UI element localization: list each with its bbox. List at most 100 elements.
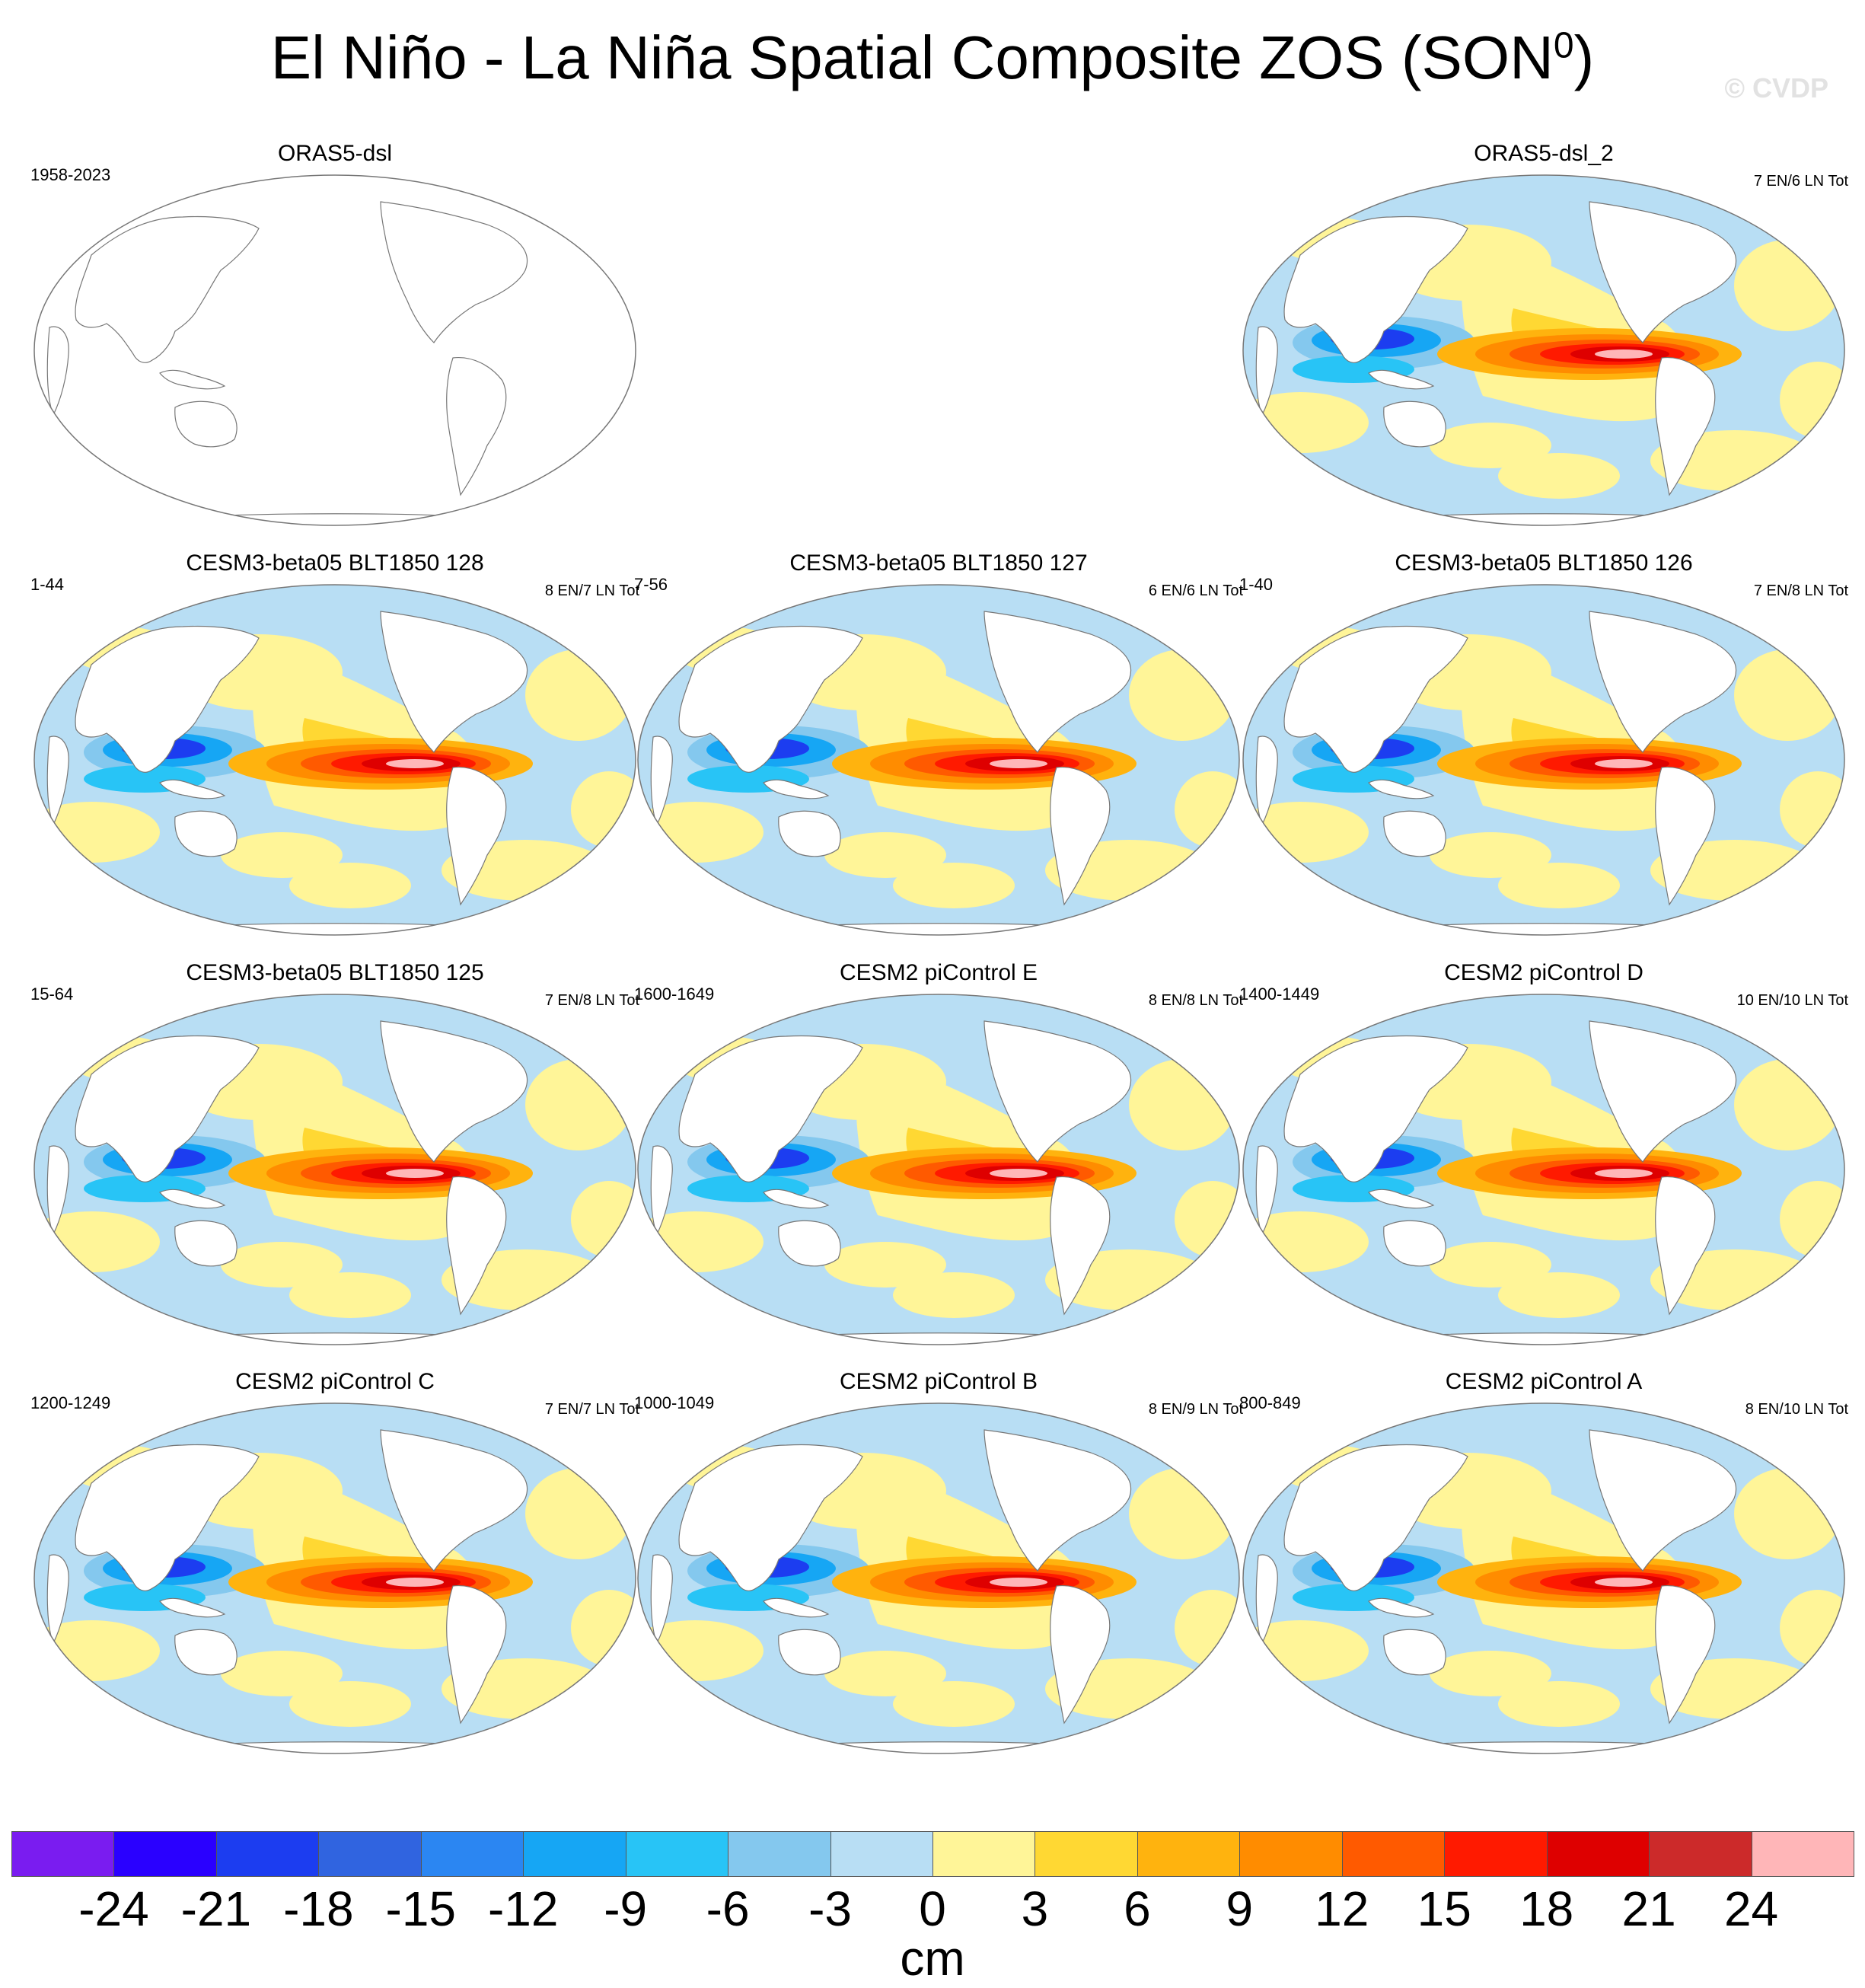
- equatorial-warm-anomaly-contour: [1595, 1169, 1653, 1178]
- land-outline: [678, 625, 863, 773]
- positive-anomaly-patch: [1498, 453, 1620, 499]
- land-outline: [446, 1176, 507, 1316]
- panel-event-count: 10 EN/10 LN Tot: [1736, 992, 1848, 1009]
- land-outline: [1283, 625, 1468, 773]
- land-outline: [1589, 611, 1737, 753]
- land-outline: [1368, 1189, 1435, 1209]
- land-outline: [75, 625, 260, 773]
- land-outline: [1383, 400, 1446, 448]
- land-outline: [159, 1597, 226, 1618]
- panel-event-count: 7 EN/6 LN Tot: [1753, 173, 1848, 190]
- composite-map: [1242, 584, 1845, 936]
- composite-map: [637, 994, 1240, 1345]
- land-outline: [1655, 1176, 1716, 1316]
- colorbar-swatch: [11, 1831, 115, 1877]
- ocean-field: [638, 585, 1239, 935]
- land-outline: [1050, 1584, 1111, 1725]
- positive-anomaly-patch: [1430, 1651, 1551, 1696]
- panel-years: 1-44: [30, 575, 65, 594]
- positive-anomaly-patch: [289, 1681, 411, 1727]
- panel-title: CESM2 piControl B: [839, 1369, 1038, 1394]
- land-outline: [1283, 1035, 1468, 1182]
- ocean-field: [1243, 175, 1844, 525]
- positive-anomaly-patch: [1498, 1681, 1620, 1727]
- panel-years: 1400-1449: [1239, 984, 1320, 1004]
- globe-border: [637, 1402, 1240, 1754]
- positive-anomaly-patch: [1430, 832, 1551, 878]
- positive-anomaly-patch: [289, 863, 411, 908]
- panel-event-count: 8 EN/7 LN Tot: [544, 582, 639, 599]
- land-outline: [1283, 1444, 1468, 1591]
- positive-anomaly-patch: [1734, 240, 1841, 331]
- equatorial-warm-anomaly-contour: [1595, 1578, 1653, 1587]
- ocean-field: [638, 1403, 1239, 1753]
- land-outline: [678, 1444, 863, 1591]
- positive-anomaly-patch: [525, 649, 632, 741]
- composite-map: [33, 584, 636, 936]
- panel-years: 1200-1249: [30, 1393, 111, 1412]
- colorbar-tick-label: 24: [1723, 1881, 1779, 1936]
- cvdp-watermark: © CVDP: [1724, 72, 1828, 104]
- colorbar-tick-label: -15: [385, 1881, 457, 1936]
- positive-anomaly-patch: [824, 1242, 946, 1288]
- land-outline: [1383, 1629, 1446, 1676]
- colorbar-swatch: [1649, 1831, 1752, 1877]
- equatorial-warm-anomaly-contour: [990, 1169, 1047, 1178]
- ocean-field: [34, 1403, 636, 1753]
- land-outline: [159, 369, 226, 390]
- panel-event-count: 8 EN/10 LN Tot: [1745, 1401, 1848, 1418]
- colorbar-tick-label: 12: [1315, 1881, 1369, 1936]
- land-outline: [159, 1189, 226, 1209]
- ocean-field: [34, 175, 636, 525]
- equatorial-warm-anomaly-contour: [1595, 759, 1653, 768]
- land-outline: [778, 1220, 841, 1267]
- globe-border: [637, 584, 1240, 936]
- composite-map: [33, 1402, 636, 1754]
- positive-anomaly-patch: [824, 832, 946, 878]
- ocean-field: [34, 994, 636, 1345]
- colorbar-swatch: [1137, 1831, 1241, 1877]
- positive-anomaly-patch: [1129, 1468, 1235, 1559]
- land-outline: [380, 611, 528, 753]
- positive-anomaly-patch: [525, 1059, 632, 1150]
- land-outline: [763, 1597, 830, 1618]
- panel-title: ORAS5-dsl: [277, 141, 393, 166]
- land-outline: [46, 326, 69, 416]
- land-outline: [1283, 215, 1468, 363]
- equatorial-warm-anomaly-contour: [386, 759, 444, 768]
- positive-anomaly-patch: [221, 832, 343, 878]
- positive-anomaly-patch: [289, 1272, 411, 1318]
- colorbar-swatch: [625, 1831, 729, 1877]
- map-panel-cesm2-a: CESM2 piControl A 800-849 8 EN/10 LN Tot: [1239, 1369, 1848, 1757]
- land-outline: [75, 215, 260, 363]
- map-panel-cesm3-125: CESM3-beta05 BLT1850 125 15-64 7 EN/8 LN…: [30, 960, 639, 1348]
- land-outline: [446, 766, 507, 906]
- equatorial-warm-anomaly-contour: [386, 1169, 444, 1178]
- panel-title: CESM3-beta05 BLT1850 126: [1395, 550, 1693, 576]
- map-panel-cesm2-e: CESM2 piControl E 1600-1649 8 EN/8 LN To…: [634, 960, 1243, 1348]
- panel-event-count: 7 EN/8 LN Tot: [1753, 582, 1848, 599]
- colorbar-tick-label: 0: [919, 1881, 946, 1936]
- composite-map: [1242, 1402, 1845, 1754]
- globe-border: [1242, 174, 1845, 526]
- colorbar-tick-label: -12: [487, 1881, 559, 1936]
- equatorial-warm-anomaly-contour: [990, 1578, 1047, 1587]
- ocean-field: [1243, 994, 1844, 1345]
- land-outline: [75, 1035, 260, 1182]
- positive-anomaly-patch: [1129, 649, 1235, 741]
- panel-event-count: 7 EN/7 LN Tot: [544, 1401, 639, 1418]
- positive-anomaly-patch: [893, 1681, 1015, 1727]
- land-outline: [174, 1220, 238, 1267]
- land-outline: [46, 736, 69, 826]
- land-outline: [1050, 766, 1111, 906]
- land-outline: [46, 1145, 69, 1236]
- colorbar-tick-label: 21: [1621, 1881, 1676, 1936]
- globe-border: [1242, 1402, 1845, 1754]
- land-outline: [650, 736, 673, 826]
- positive-anomaly-patch: [1498, 863, 1620, 908]
- map-panel-cesm2-c: CESM2 piControl C 1200-1249 7 EN/7 LN To…: [30, 1369, 639, 1757]
- colorbar-swatch: [215, 1831, 320, 1877]
- panel-years: 15-64: [30, 984, 74, 1004]
- colorbar-tick-label: 6: [1124, 1881, 1151, 1936]
- positive-anomaly-patch: [1734, 649, 1841, 741]
